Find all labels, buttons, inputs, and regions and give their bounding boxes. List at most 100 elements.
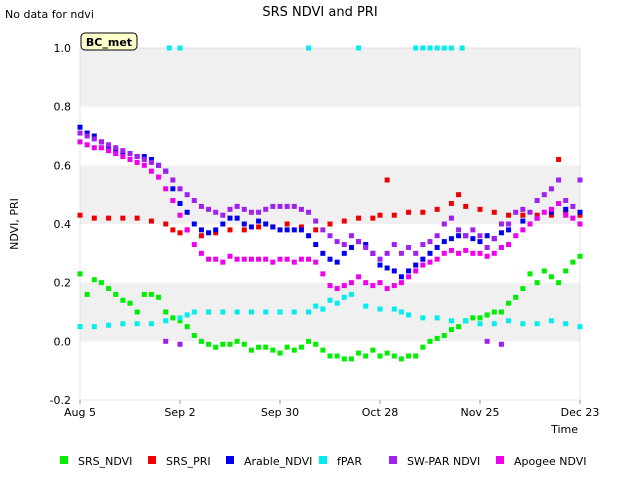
data-point: [206, 206, 212, 212]
data-point: [98, 280, 104, 286]
data-point: [384, 250, 390, 256]
data-point: [470, 236, 476, 242]
data-point: [448, 327, 454, 333]
data-point: [113, 148, 119, 154]
data-point: [213, 230, 219, 236]
data-point: [256, 209, 262, 215]
y-axis-label: NDVI, PRI: [8, 198, 21, 250]
data-point: [534, 215, 540, 221]
data-point: [298, 344, 304, 350]
data-point: [363, 353, 369, 359]
data-point: [227, 253, 233, 259]
data-point: [391, 242, 397, 248]
data-point: [456, 233, 462, 239]
data-point: [541, 192, 547, 198]
data-point: [91, 136, 97, 142]
data-point: [177, 212, 183, 218]
data-point: [320, 250, 326, 256]
x-tick-label: Sep 2: [164, 406, 195, 419]
legend-label: Arable_NDVI: [244, 455, 312, 468]
data-point: [463, 318, 469, 324]
data-point: [527, 271, 533, 277]
data-point: [141, 154, 147, 160]
data-point: [277, 256, 283, 262]
series-srs-pri: [77, 156, 583, 239]
data-point: [91, 324, 97, 330]
data-point: [220, 341, 226, 347]
data-point: [191, 221, 197, 227]
data-point: [348, 356, 354, 362]
legend: SRS_NDVI SRS_PRI Arable_NDVI fPAR SW-PAR NDV…: [60, 455, 587, 468]
data-point: [341, 283, 347, 289]
data-point: [534, 321, 540, 327]
data-point: [191, 198, 197, 204]
data-point: [463, 203, 469, 209]
data-point: [577, 324, 583, 330]
data-point: [191, 242, 197, 248]
data-point: [448, 247, 454, 253]
data-point: [291, 259, 297, 265]
data-point: [127, 156, 133, 162]
data-point: [177, 45, 183, 51]
data-point: [170, 177, 176, 183]
data-point: [348, 280, 354, 286]
data-point: [556, 280, 562, 286]
data-point: [434, 206, 440, 212]
data-point: [263, 206, 269, 212]
data-point: [456, 192, 462, 198]
data-point: [498, 221, 504, 227]
data-point: [256, 344, 262, 350]
data-point: [570, 215, 576, 221]
data-point: [534, 212, 540, 218]
data-point: [213, 344, 219, 350]
data-point: [241, 256, 247, 262]
data-point: [356, 350, 362, 356]
data-point: [398, 250, 404, 256]
data-point: [491, 321, 497, 327]
data-point: [420, 256, 426, 262]
data-point: [120, 215, 126, 221]
data-point: [106, 145, 112, 151]
data-point: [84, 142, 90, 148]
legend-swatch: [148, 456, 156, 464]
data-point: [306, 338, 312, 344]
data-point: [234, 215, 240, 221]
data-point: [170, 227, 176, 233]
data-point: [248, 347, 254, 353]
data-point: [563, 268, 569, 274]
data-point: [348, 244, 354, 250]
data-point: [248, 256, 254, 262]
y-tick-label: 0.2: [54, 277, 72, 290]
data-point: [327, 256, 333, 262]
data-point: [134, 159, 140, 165]
data-point: [398, 309, 404, 315]
data-point: [420, 262, 426, 268]
data-point: [413, 45, 419, 51]
data-point: [277, 350, 283, 356]
data-point: [306, 45, 312, 51]
data-point: [491, 309, 497, 315]
data-point: [427, 239, 433, 245]
data-point: [406, 274, 412, 280]
data-point: [241, 341, 247, 347]
data-point: [270, 259, 276, 265]
data-point: [570, 203, 576, 209]
data-point: [491, 236, 497, 242]
data-point: [448, 236, 454, 242]
data-point: [306, 309, 312, 315]
data-point: [391, 268, 397, 274]
data-point: [548, 274, 554, 280]
data-point: [163, 186, 169, 192]
data-point: [477, 206, 483, 212]
y-tick-label: 0.8: [54, 101, 72, 114]
data-point: [320, 306, 326, 312]
data-point: [556, 156, 562, 162]
data-point: [106, 286, 112, 292]
data-point: [84, 133, 90, 139]
data-point: [413, 268, 419, 274]
data-point: [134, 215, 140, 221]
data-point: [356, 274, 362, 280]
data-point: [391, 353, 397, 359]
data-point: [213, 227, 219, 233]
data-point: [284, 203, 290, 209]
